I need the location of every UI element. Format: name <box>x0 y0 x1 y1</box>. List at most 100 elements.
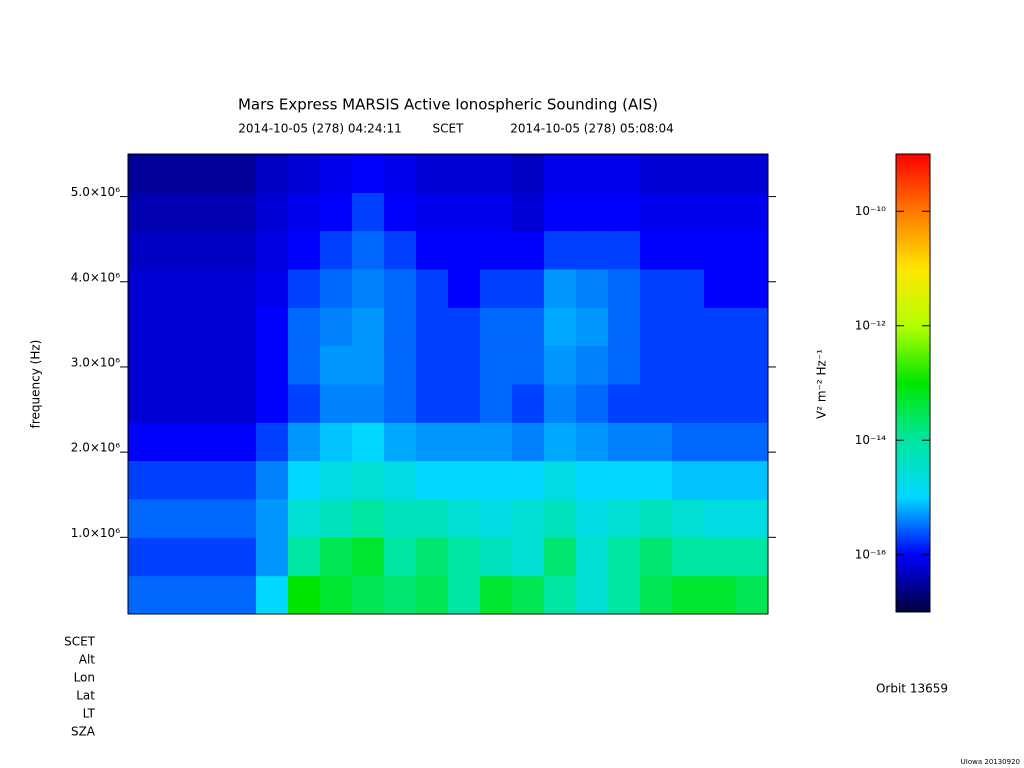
spectrogram-cell <box>384 460 417 500</box>
spectrogram-cell <box>576 575 609 615</box>
spectrogram-cell <box>736 154 769 193</box>
spectrogram-cell <box>416 384 449 423</box>
spectrogram-cell <box>384 537 417 577</box>
spectrogram-cell <box>544 192 577 232</box>
spectrogram-cell <box>704 192 737 232</box>
spectrogram-cell <box>672 154 705 193</box>
spectrogram-cell <box>512 384 545 423</box>
spectrogram-cell <box>160 230 193 270</box>
spectrogram-cell <box>128 154 161 193</box>
spectrogram-cell <box>448 269 481 308</box>
spectrogram-cell <box>576 154 609 193</box>
spectrogram-cell <box>384 422 417 462</box>
spectrogram-cell <box>480 269 513 308</box>
spectrogram-cell <box>512 499 545 538</box>
spectrogram-cell <box>192 537 225 577</box>
spectrogram-cell <box>448 192 481 232</box>
spectrogram-cell <box>672 307 705 347</box>
spectrogram-cell <box>160 307 193 347</box>
spectrogram-cell <box>128 537 161 577</box>
spectrogram-cell <box>288 460 321 500</box>
spectrogram-cell <box>640 575 673 615</box>
spectrogram-cell <box>416 230 449 270</box>
spectrogram-cell <box>544 422 577 462</box>
spectrogram-cell <box>736 384 769 423</box>
spectrogram-cell <box>608 422 641 462</box>
spectrogram-cell <box>160 154 193 193</box>
spectrogram-cell <box>192 154 225 193</box>
spectrogram-cell <box>704 537 737 577</box>
spectrogram-cell <box>224 537 257 577</box>
spectrogram-cell <box>224 345 257 385</box>
spectrogram-cell <box>416 537 449 577</box>
spectrogram-cell <box>640 537 673 577</box>
spectrogram-cell <box>672 537 705 577</box>
spectrogram-cell <box>704 499 737 538</box>
spectrogram-cell <box>320 192 353 232</box>
spectrogram-cell <box>672 192 705 232</box>
spectrogram-cell <box>256 192 289 232</box>
spectrogram-cell <box>672 460 705 500</box>
spectrogram-cell <box>448 422 481 462</box>
spectrogram-cell <box>288 192 321 232</box>
spectrogram-cell <box>416 499 449 538</box>
spectrogram-cell <box>256 537 289 577</box>
spectrogram-cell <box>288 269 321 308</box>
colorbar-tick-label: 10⁻¹⁶ <box>855 547 886 561</box>
spectrogram-cell <box>576 460 609 500</box>
spectrogram-cell <box>480 154 513 193</box>
spectrogram-cell <box>544 499 577 538</box>
spectrogram-cell <box>256 460 289 500</box>
spectrogram-cell <box>224 460 257 500</box>
ephemeris-label: Lon <box>74 671 95 685</box>
spectrogram-cell <box>256 230 289 270</box>
spectrogram-cell <box>576 192 609 232</box>
spectrogram-cell <box>736 537 769 577</box>
spectrogram-cell <box>384 192 417 232</box>
spectrogram-cell <box>352 499 385 538</box>
spectrogram-cell <box>704 384 737 423</box>
spectrogram-cell <box>128 230 161 270</box>
spectrogram-cell <box>640 230 673 270</box>
spectrogram-cell <box>576 499 609 538</box>
spectrogram-cell <box>640 192 673 232</box>
spectrogram-cell <box>352 192 385 232</box>
spectrogram-cell <box>736 460 769 500</box>
spectrogram-cell <box>288 154 321 193</box>
spectrogram-cell <box>608 575 641 615</box>
spectrogram-cell <box>320 154 353 193</box>
y-tick-label: 5.0×10⁶ <box>71 185 120 199</box>
spectrogram-cell <box>512 345 545 385</box>
spectrogram-cell <box>320 384 353 423</box>
spectrogram-cell <box>704 230 737 270</box>
spectrogram-cell <box>256 307 289 347</box>
spectrogram-cell <box>448 460 481 500</box>
spectrogram-cell <box>288 537 321 577</box>
spectrogram-cell <box>352 460 385 500</box>
spectrogram-cell <box>288 575 321 615</box>
spectrogram-cell <box>512 192 545 232</box>
spectrogram-cell <box>448 230 481 270</box>
spectrogram-cell <box>576 537 609 577</box>
spectrogram-cell <box>544 269 577 308</box>
spectrogram-cell <box>480 384 513 423</box>
credit: UIowa 20130920 <box>961 758 1020 766</box>
spectrogram-cell <box>544 345 577 385</box>
spectrogram-cell <box>640 422 673 462</box>
spectrogram-cell <box>704 269 737 308</box>
spectrogram-cell <box>608 230 641 270</box>
spectrogram-cell <box>352 269 385 308</box>
spectrogram-cell <box>192 230 225 270</box>
spectrogram-cell <box>448 575 481 615</box>
spectrogram-cell <box>224 154 257 193</box>
spectrogram-cell <box>160 269 193 308</box>
spectrogram-cell <box>576 269 609 308</box>
spectrogram-cell <box>544 307 577 347</box>
spectrogram-cell <box>640 307 673 347</box>
spectrogram-cell <box>512 154 545 193</box>
spectrogram-cell <box>320 307 353 347</box>
spectrogram-cell <box>384 575 417 615</box>
spectrogram-cell <box>576 384 609 423</box>
y-tick-label: 3.0×10⁶ <box>71 355 120 369</box>
spectrogram-cell <box>544 460 577 500</box>
